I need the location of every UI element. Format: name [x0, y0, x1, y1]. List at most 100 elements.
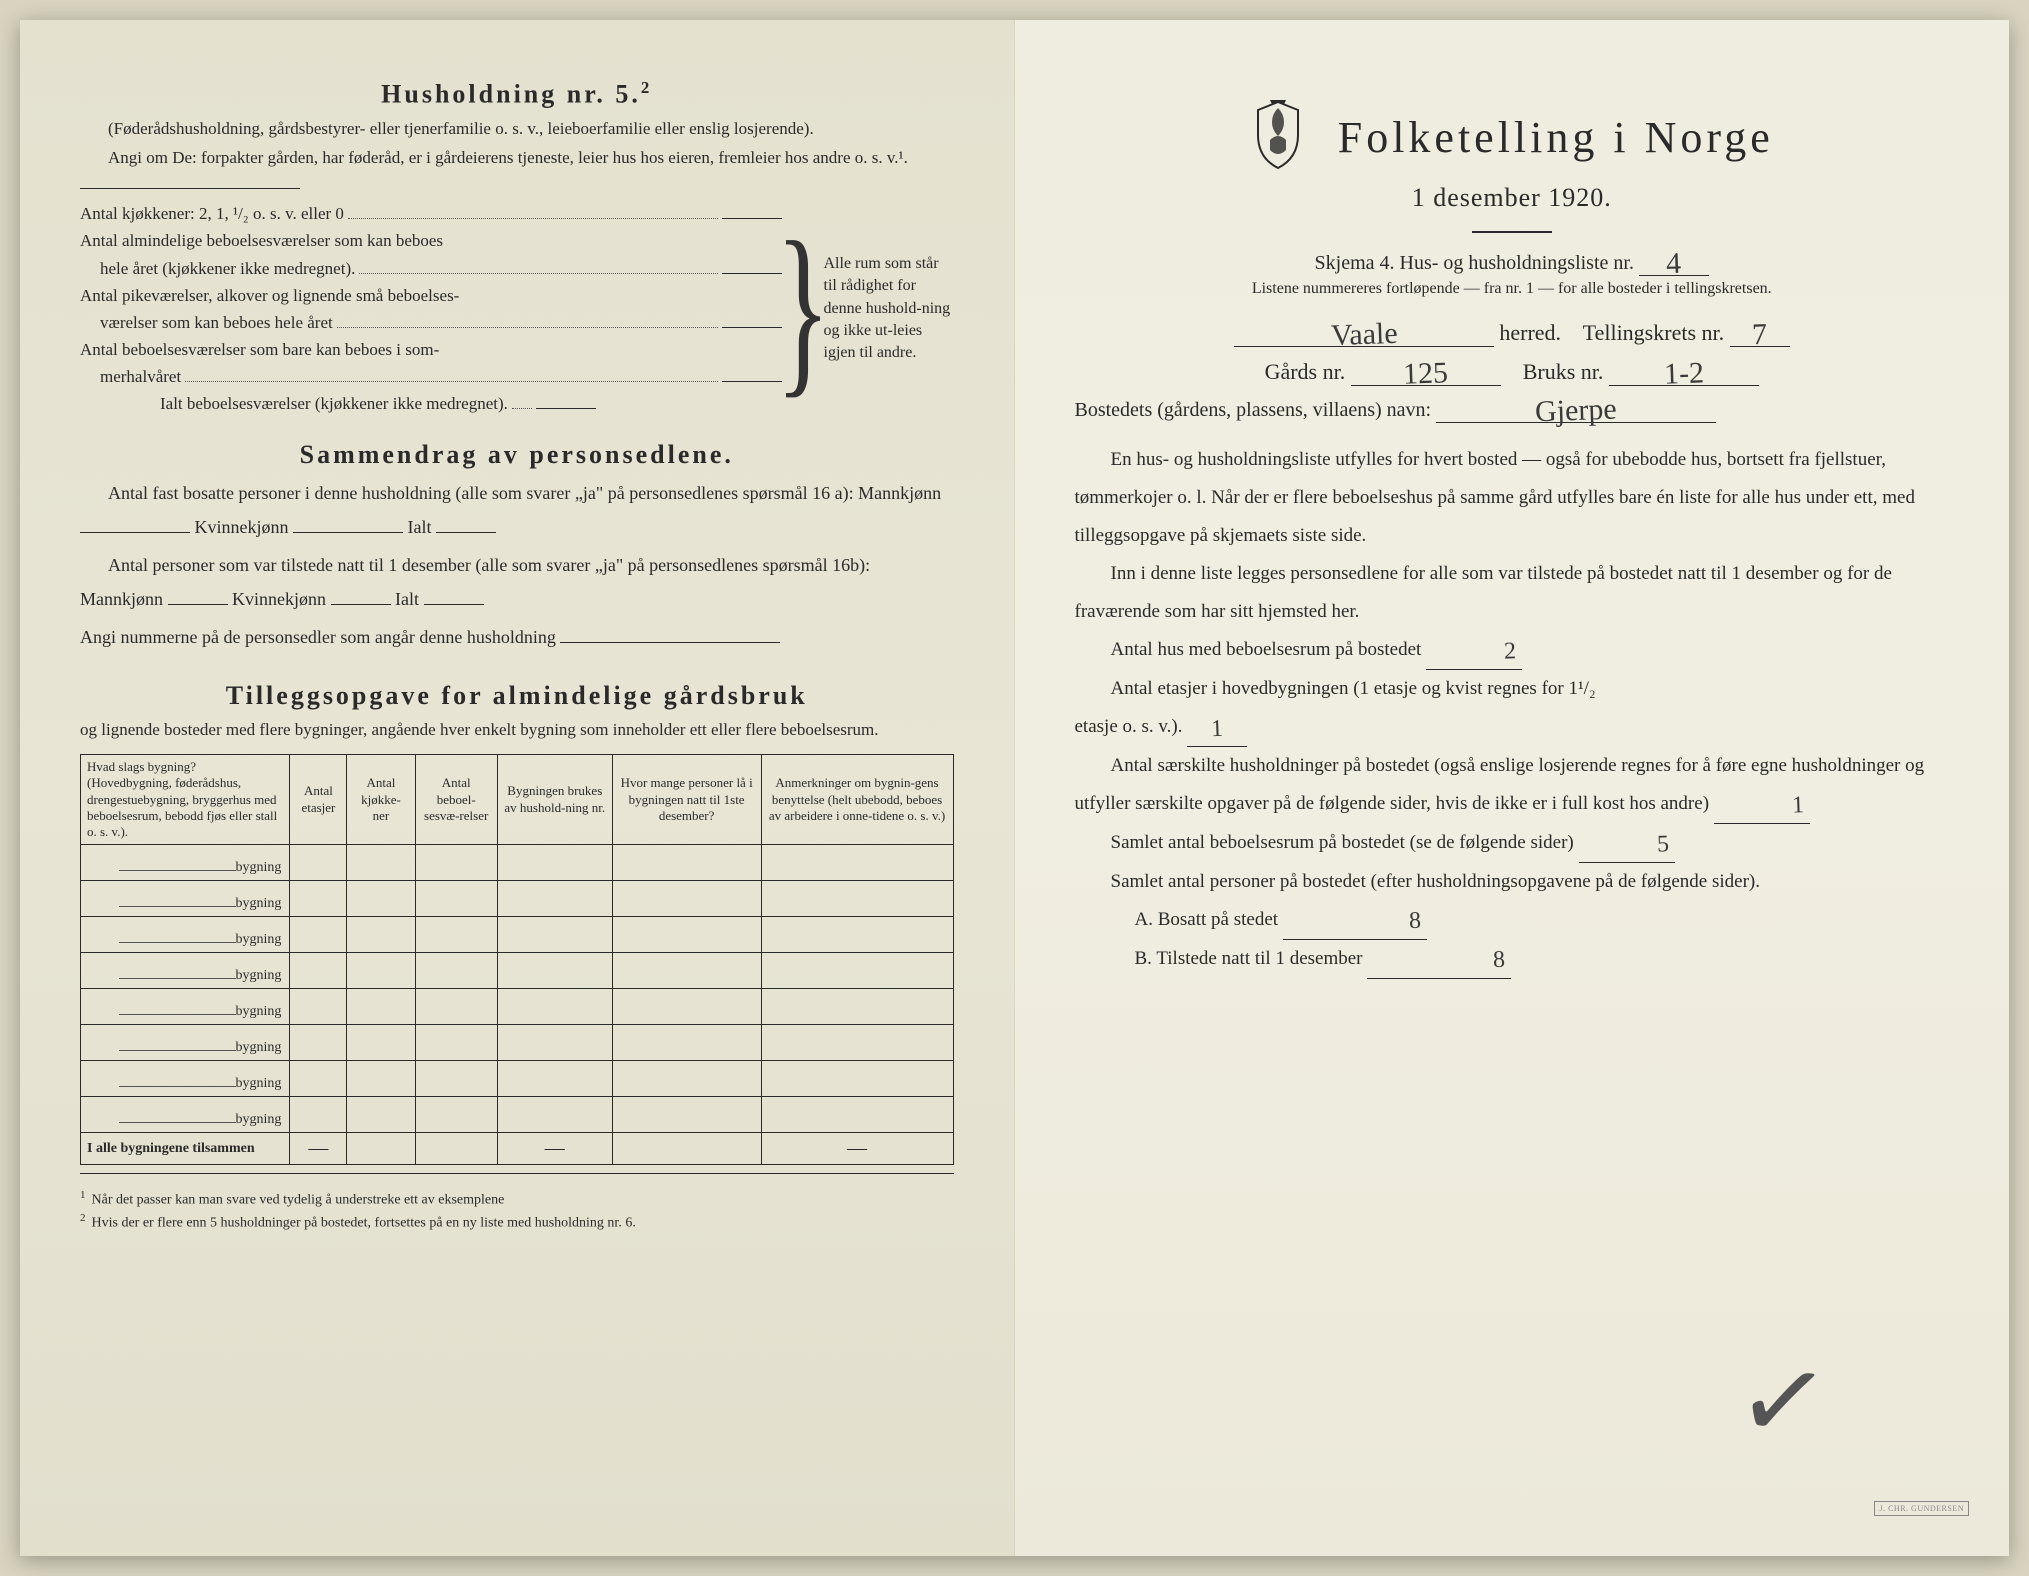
q2a: Antal etasjer i hovedbygningen (1 etasje…: [1111, 678, 1596, 699]
table-row: bygning: [81, 845, 954, 881]
main-title: Folketelling i Norge: [1338, 112, 1774, 163]
checkmark-icon: ✓: [1728, 1331, 1837, 1472]
krets-label: Tellingskrets nr.: [1583, 320, 1724, 345]
para2: Inn i denne liste legges personsedlene f…: [1075, 555, 1950, 631]
row4a: Antal beboelsesværelser som bare kan beb…: [80, 336, 439, 363]
q1-text: Antal hus med beboelsesrum på bostedet: [1111, 639, 1422, 660]
row-5: Ialt beboelsesværelser (kjøkkener ikke m…: [80, 390, 782, 417]
building-table: Hvad slags bygning? (Hovedbygning, føder…: [80, 754, 954, 1165]
row-3b: værelser som kan beboes hele året: [80, 309, 782, 336]
val: [722, 365, 782, 382]
th-c1: Hvad slags bygning? (Hovedbygning, føder…: [81, 755, 290, 845]
table-row: bygning: [81, 1025, 954, 1061]
table-row: bygning: [81, 953, 954, 989]
qB-val: 8: [1433, 953, 1505, 970]
row3a: Antal pikeværelser, alkover og lignende …: [80, 282, 459, 309]
q4-text: Samlet antal beboelsesrum på bostedet (s…: [1111, 832, 1574, 853]
dots: [337, 313, 718, 328]
qB-text: B. Tilstede natt til 1 desember: [1135, 948, 1363, 969]
qB: B. Tilstede natt til 1 desember 8: [1075, 940, 1950, 979]
rowlbl: bygning: [236, 1040, 282, 1055]
rowlbl: bygning: [236, 896, 282, 911]
fn1: 1Når det passer kan man svare ved tydeli…: [80, 1188, 954, 1210]
krets-nr: 7: [1752, 326, 1768, 345]
right-page: Folketelling i Norge 1 desember 1920. Sk…: [1015, 20, 2010, 1556]
ialt-lbl2: Ialt: [395, 589, 419, 609]
dots: [359, 258, 717, 273]
row-4a: Antal beboelsesværelser som bare kan beb…: [80, 336, 782, 363]
herred-value: Vaale: [1330, 325, 1397, 345]
val: [536, 392, 596, 409]
sum-p2: Antal personer som var tilstede natt til…: [80, 548, 954, 616]
row5: Ialt beboelsesværelser (kjøkkener ikke m…: [80, 390, 508, 417]
paren-note: (Føderådshusholdning, gårdsbestyrer- ell…: [80, 116, 954, 142]
angi-line: Angi om De: forpakter gården, har føderå…: [80, 145, 954, 196]
fn2: 2Hvis der er flere enn 5 husholdninger p…: [80, 1211, 954, 1233]
table-row: bygning: [81, 1061, 954, 1097]
blank: [293, 515, 403, 533]
rowlbl: bygning: [236, 1076, 282, 1091]
skjema-nr: 4: [1666, 255, 1682, 274]
row-3a: Antal pikeværelser, alkover og lignende …: [80, 282, 782, 309]
table-total: I alle bygningene tilsammen ———: [81, 1133, 954, 1165]
dots: [512, 394, 532, 409]
qA: A. Bosatt på stedet 8: [1075, 901, 1950, 940]
val: [722, 202, 782, 219]
row3b: værelser som kan beboes hele året: [80, 309, 333, 336]
kvinne-lbl2: Kvinnekjønn: [232, 589, 326, 609]
row-2b: hele året (kjøkkener ikke medregnet).: [80, 255, 782, 282]
left-page: Husholdning nr. 5.2 (Føderådshusholdning…: [20, 20, 1015, 1556]
para1: En hus- og husholdningsliste utfylles fo…: [1075, 441, 1950, 555]
qA-text: A. Bosatt på stedet: [1135, 909, 1279, 930]
divider: [80, 1173, 954, 1174]
q3-val: 1: [1756, 798, 1804, 814]
q4-val: 5: [1620, 837, 1668, 853]
q2b: etasje o. s. v.).: [1075, 716, 1183, 737]
blank: [436, 515, 496, 533]
list-note: Listene nummereres fortløpende — fra nr.…: [1075, 280, 1950, 298]
herred-label: herred.: [1499, 320, 1561, 345]
table-head: Hvad slags bygning? (Hovedbygning, føder…: [81, 755, 954, 845]
bosted-row: Bostedets (gårdens, plassens, villaens) …: [1075, 398, 1950, 423]
th-c3: Antal kjøkke-ner: [347, 755, 415, 845]
th-c6: Hvor mange personer lå i bygningen natt …: [612, 755, 761, 845]
q2-val: 1: [1211, 722, 1223, 737]
table-row: bygning: [81, 881, 954, 917]
blank: [80, 172, 300, 189]
herred-row: Vaale herred. Tellingskrets nr. 7: [1075, 320, 1950, 347]
kvinne-lbl: Kvinnekjønn: [195, 517, 289, 537]
dots: [185, 367, 717, 382]
blank: [80, 515, 190, 533]
blank: [331, 587, 391, 605]
qA-val: 8: [1349, 914, 1421, 931]
q5: Samlet antal personer på bostedet (efter…: [1075, 863, 1950, 901]
bruks-label: Bruks nr.: [1523, 359, 1604, 384]
rooms-group: Antal kjøkkener: 2, 1, ¹/₂ o. s. v. elle…: [80, 200, 954, 418]
skjema-line: Skjema 4. Hus- og husholdningsliste nr. …: [1075, 251, 1950, 276]
q2: Antal etasjer i hovedbygningen (1 etasje…: [1075, 670, 1950, 708]
th-c2: Antal etasjer: [290, 755, 347, 845]
printer-stamp: J. CHR. GUNDERSEN: [1874, 1501, 1969, 1516]
blank: [168, 587, 228, 605]
blank: [560, 625, 780, 643]
table-row: bygning: [81, 989, 954, 1025]
gards-label: Gårds nr.: [1265, 359, 1346, 384]
angi-text: Angi om De: forpakter gården, har føderå…: [108, 148, 908, 167]
rowlbl: bygning: [236, 860, 282, 875]
row2b: hele året (kjøkkener ikke medregnet).: [80, 255, 355, 282]
curly-brace: }: [795, 200, 811, 418]
tillegg-title: Tilleggsopgave for almindelige gårdsbruk: [80, 681, 954, 711]
household-intro: (Føderådshusholdning, gårdsbestyrer- ell…: [80, 116, 954, 197]
q4: Samlet antal beboelsesrum på bostedet (s…: [1075, 824, 1950, 863]
val: [722, 311, 782, 328]
row2a: Antal almindelige beboelsesværelser som …: [80, 227, 443, 254]
val: [722, 257, 782, 274]
row1-label: Antal kjøkkener: 2, 1, ¹/₂ o. s. v. elle…: [80, 200, 344, 227]
rowlbl: bygning: [236, 1004, 282, 1019]
document-spread: Husholdning nr. 5.2 (Føderådshusholdning…: [20, 20, 2009, 1556]
household-title-text: Husholdning nr. 5.: [381, 80, 641, 109]
summary-block: Antal fast bosatte personer i denne hush…: [80, 476, 954, 655]
fn2-text: Hvis der er flere enn 5 husholdninger på…: [92, 1215, 636, 1230]
rowlbl: bygning: [236, 932, 282, 947]
dots: [348, 204, 718, 219]
